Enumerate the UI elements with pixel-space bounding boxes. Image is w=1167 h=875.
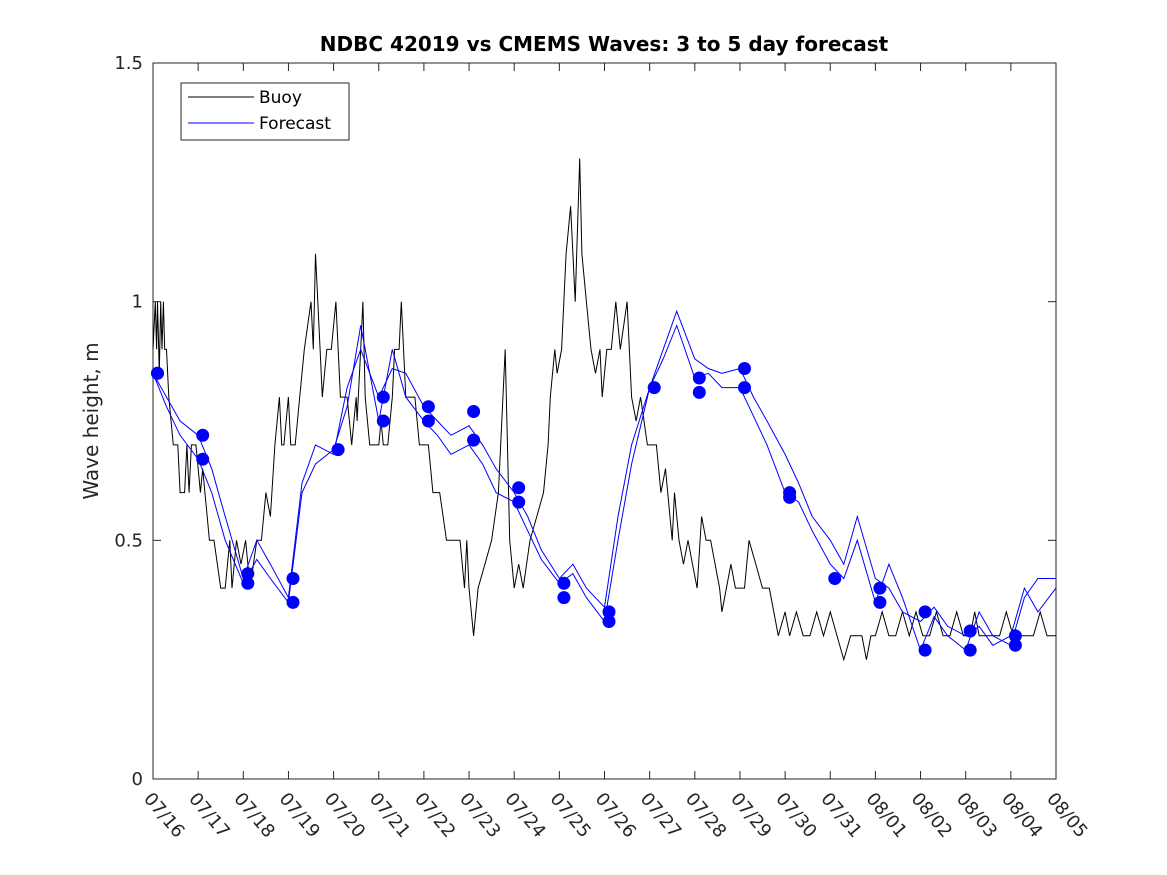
forecast-marker: [738, 381, 751, 395]
forecast-marker: [692, 371, 706, 385]
y-axis-label: Wave height, m: [79, 342, 103, 499]
forecast-marker: [151, 366, 164, 380]
forecast-marker: [286, 595, 300, 609]
forecast-marker: [602, 605, 616, 619]
forecast-marker: [467, 405, 481, 418]
forecast-marker: [1008, 629, 1022, 643]
y-tick-label: 0.5: [114, 530, 143, 551]
forecast-marker: [963, 624, 977, 638]
forecast-marker: [196, 452, 210, 466]
forecast-marker: [376, 390, 390, 404]
forecast-marker: [557, 591, 571, 605]
forecast-marker: [421, 414, 435, 428]
forecast-marker: [286, 572, 300, 585]
forecast-marker: [692, 385, 706, 399]
y-tick-label: 1: [132, 292, 143, 313]
forecast-marker: [873, 581, 887, 595]
forecast-marker: [512, 481, 526, 495]
forecast-marker: [421, 400, 435, 414]
forecast-marker: [602, 615, 616, 628]
forecast-marker: [1008, 638, 1022, 652]
y-axis: 0 0.5 1 1.5: [114, 53, 1056, 790]
chart-title: NDBC 42019 vs CMEMS Waves: 3 to 5 day fo…: [320, 32, 889, 56]
forecast-marker: [196, 428, 210, 442]
forecast-marker: [376, 414, 390, 428]
forecast-marker: [828, 572, 842, 585]
forecast-marker: [918, 605, 932, 619]
forecast-marker: [512, 495, 526, 509]
y-tick-label: 0: [132, 769, 143, 790]
legend-box: [180, 82, 350, 141]
legend-forecast-label: Forecast: [259, 114, 331, 134]
forecast-marker: [918, 643, 932, 657]
forecast-marker: [331, 443, 345, 457]
markers-layer: [151, 362, 1022, 657]
forecast-marker: [783, 490, 797, 504]
forecast-marker: [241, 567, 255, 581]
y-tick-label: 1.5: [114, 53, 143, 74]
forecast-marker: [963, 643, 977, 657]
plot-area: [152, 62, 1057, 780]
forecast-marker: [467, 433, 481, 447]
series-line-forecast-1: [152, 309, 1057, 646]
forecast-marker: [557, 576, 571, 590]
forecast-marker: [647, 381, 661, 395]
forecast-marker: [738, 362, 751, 375]
forecast-marker: [241, 576, 255, 590]
legend-buoy-label: Buoy: [259, 88, 302, 108]
forecast-marker: [873, 595, 887, 609]
legend: Buoy Forecast: [180, 82, 350, 141]
